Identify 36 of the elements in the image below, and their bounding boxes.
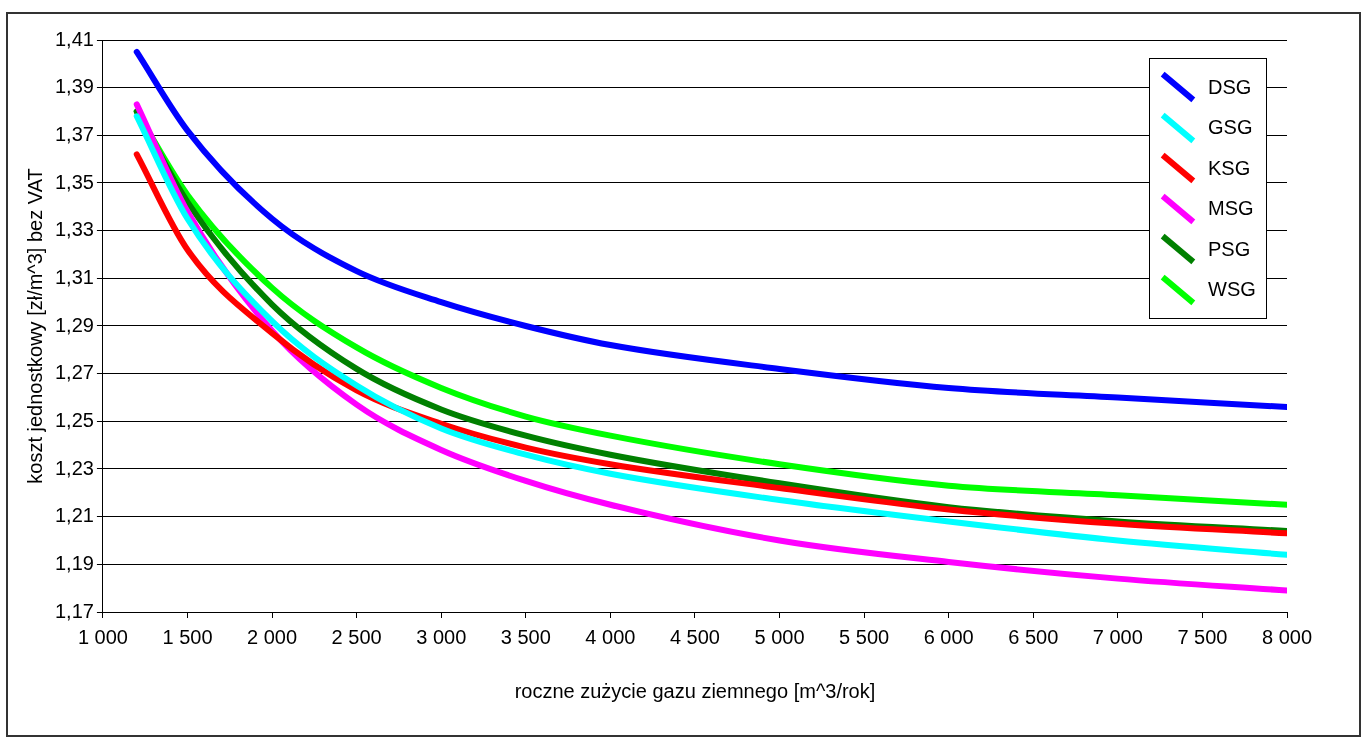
y-axis-title: koszt jednostkowy [zł/m^3] bez VAT [23,168,46,484]
y-tick-label: 1,23 [54,456,94,479]
x-tick-label: 4 500 [669,625,720,648]
y-tick-label: 1,39 [54,75,94,98]
x-tick-label: 5 500 [839,625,890,648]
y-tick-label: 1,37 [54,122,94,145]
x-tick-label: 7 000 [1092,625,1143,648]
y-tick-label: 1,35 [54,170,94,193]
y-tick-label: 1,25 [54,408,94,431]
legend-label: WSG [1208,278,1256,302]
x-tick-label: 1 500 [162,625,213,648]
y-tick-label: 1,33 [54,218,94,241]
x-tick-label: 2 500 [331,625,382,648]
x-tick-label: 3 500 [500,625,551,648]
y-tick-label: 1,31 [54,265,94,288]
y-tick-label: 1,29 [54,313,94,336]
x-tick-label: 6 000 [923,625,974,648]
x-tick-label: 1 000 [77,625,128,648]
y-tick-label: 1,21 [54,504,94,527]
y-tick-label: 1,27 [54,361,94,384]
x-tick-label: 6 500 [1008,625,1059,648]
y-tick-label: 1,41 [54,27,94,50]
x-tick-label: 2 000 [247,625,298,648]
legend-label: PSG [1208,237,1251,261]
x-axis-title: roczne zużycie gazu ziemnego [m^3/rok] [514,679,876,702]
legend-label: KSG [1208,156,1251,180]
x-tick-label: 8 000 [1261,625,1313,648]
x-tick-label: 3 000 [416,625,467,648]
y-tick-label: 1,17 [54,599,94,622]
y-tick-label: 1,19 [54,551,94,574]
x-tick-label: 5 000 [754,625,805,648]
x-tick-label: 7 500 [1177,625,1228,648]
legend-label: MSG [1208,197,1254,221]
x-tick-label: 4 000 [585,625,636,648]
legend-label: DSG [1208,75,1252,99]
legend-label: GSG [1208,116,1253,140]
